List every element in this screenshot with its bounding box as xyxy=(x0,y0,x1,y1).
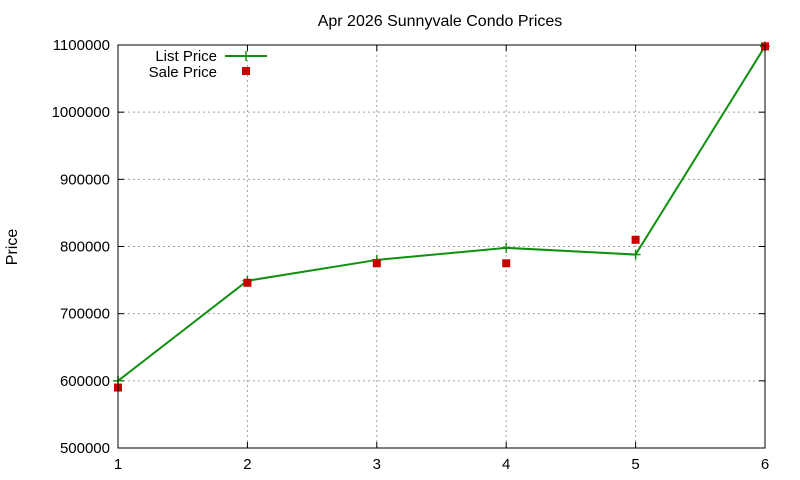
list-price-line xyxy=(117,45,766,382)
x-tick-label: 6 xyxy=(761,456,769,473)
x-tick-label: 4 xyxy=(502,456,510,473)
sale-price-point xyxy=(631,235,640,244)
x-tick-label: 3 xyxy=(373,456,381,473)
x-axis-ticks: 1 2 3 4 5 6 xyxy=(114,45,769,473)
y-tick-label: 700000 xyxy=(60,306,110,323)
y-tick-label: 1000000 xyxy=(52,104,110,121)
sale-price-point xyxy=(243,278,252,287)
y-tick-label: 600000 xyxy=(60,373,110,390)
x-tick-label: 1 xyxy=(114,456,122,473)
plot-frame xyxy=(117,44,766,449)
x-tick-label: 2 xyxy=(243,456,251,473)
y-tick-label: 800000 xyxy=(60,239,110,256)
y-axis-ticks: 500000 600000 700000 800000 900000 1000000 110… xyxy=(52,37,765,457)
legend-label-sale-price: Sale Price xyxy=(149,64,217,81)
x-tick-label: 5 xyxy=(631,456,639,473)
grid xyxy=(118,45,765,448)
legend-label-list-price: List Price xyxy=(155,48,217,65)
legend-swatch-sale-price xyxy=(242,67,250,75)
y-tick-label: 1100000 xyxy=(53,37,110,54)
y-axis-label: Price xyxy=(4,229,21,266)
series-layer xyxy=(113,41,770,392)
y-tick-label: 500000 xyxy=(60,440,110,457)
chart-title: Apr 2026 Sunnyvale Condo Prices xyxy=(318,13,563,30)
list-price-point xyxy=(501,242,512,253)
list-price-point xyxy=(630,249,641,260)
y-tick-label: 900000 xyxy=(60,171,110,188)
sale-price-point xyxy=(502,259,511,268)
sale-price-point xyxy=(372,259,381,268)
